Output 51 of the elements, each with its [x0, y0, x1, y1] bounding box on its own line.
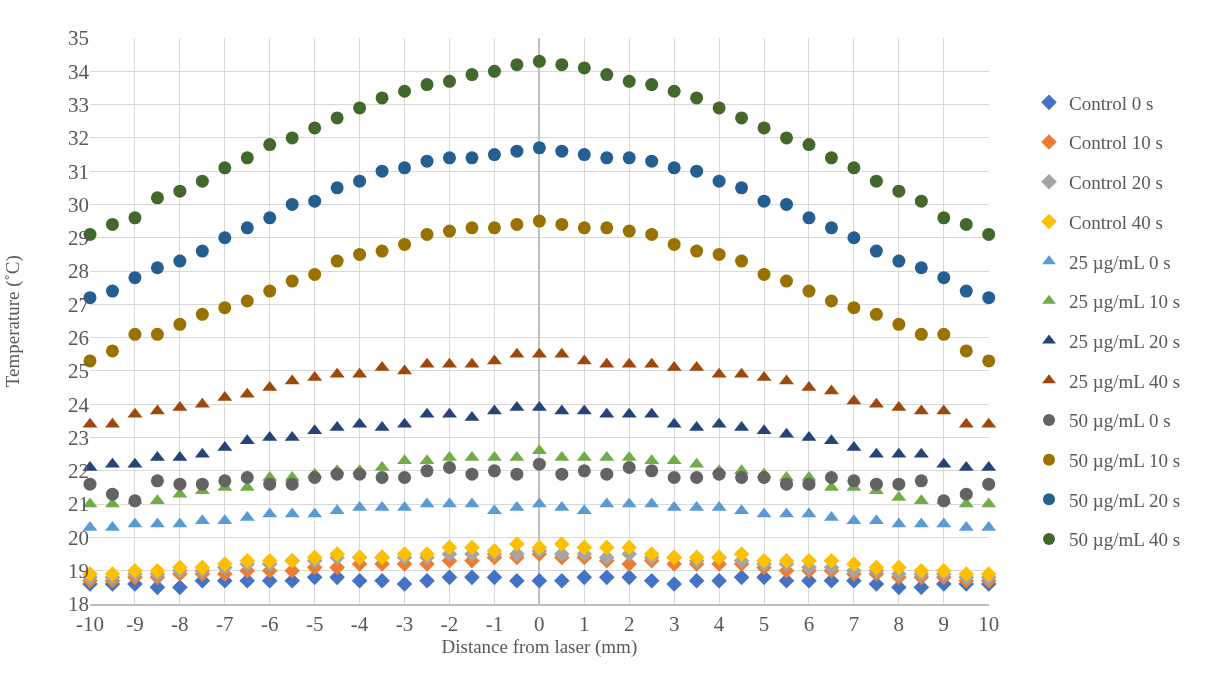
x-tick-label: -8	[171, 611, 189, 636]
legend-label: 25 µg/mL 40 s	[1069, 370, 1181, 392]
legend-label: Control 10 s	[1069, 132, 1163, 154]
x-tick-label: 8	[893, 611, 905, 636]
y-tick-label: 19	[68, 559, 89, 584]
legend-label: 50 µg/mL 20 s	[1069, 489, 1181, 511]
y-tick-label: 22	[68, 459, 89, 484]
y-tick-label: 23	[68, 425, 89, 450]
legend-label: Control 40 s	[1069, 211, 1163, 233]
y-axis-title: Temperature (˚C)	[2, 255, 25, 388]
x-tick-label: -1	[485, 611, 504, 636]
legend-label: Control 20 s	[1069, 172, 1163, 194]
x-tick-label: 4	[713, 611, 725, 636]
y-tick-label: 21	[68, 492, 89, 517]
y-tick-label: 27	[68, 292, 89, 317]
legend-label: 50 µg/mL 0 s	[1069, 410, 1171, 432]
x-tick-label: 5	[758, 611, 770, 636]
x-tick-label: 10	[978, 611, 1000, 636]
legend-label: 25 µg/mL 20 s	[1069, 330, 1181, 352]
y-tick-label: 24	[68, 392, 90, 417]
y-tick-label: 29	[68, 226, 89, 251]
y-tick-label: 33	[68, 92, 89, 117]
y-tick-label: 35	[68, 26, 89, 51]
x-tick-label: 9	[938, 611, 950, 636]
legend-label: Control 0 s	[1069, 92, 1154, 114]
x-tick-label: -6	[260, 611, 279, 636]
y-tick-label: 31	[68, 159, 89, 184]
y-tick-label: 25	[68, 359, 89, 384]
y-tick-label: 34	[68, 59, 90, 84]
x-tick-label: 1	[579, 611, 590, 636]
y-tick-label: 30	[68, 192, 89, 217]
x-tick-label: 7	[848, 611, 860, 636]
x-tick-label: -7	[216, 611, 234, 636]
y-tick-label: 20	[68, 525, 89, 550]
legend-label: 25 µg/mL 0 s	[1069, 251, 1171, 273]
x-tick-label: 6	[803, 611, 815, 636]
legend-label: 50 µg/mL 10 s	[1069, 450, 1181, 472]
y-tick-label: 28	[68, 259, 89, 284]
x-axis-title: Distance from laser (mm)	[441, 635, 638, 658]
legend-label: 25 µg/mL 10 s	[1069, 291, 1181, 313]
y-tick-label: 26	[68, 326, 89, 350]
y-tick-label: 32	[68, 126, 89, 151]
x-tick-label: -3	[395, 611, 414, 636]
x-tick-label: -4	[350, 611, 369, 636]
x-tick-label: -9	[126, 611, 144, 636]
x-tick-label: -5	[305, 611, 324, 636]
x-tick-label: 3	[668, 611, 680, 636]
x-tick-label: 2	[623, 611, 635, 636]
legend-label: 50 µg/mL 40 s	[1069, 529, 1181, 551]
x-tick-label: 0	[534, 611, 545, 636]
x-tick-label: -2	[440, 611, 459, 636]
